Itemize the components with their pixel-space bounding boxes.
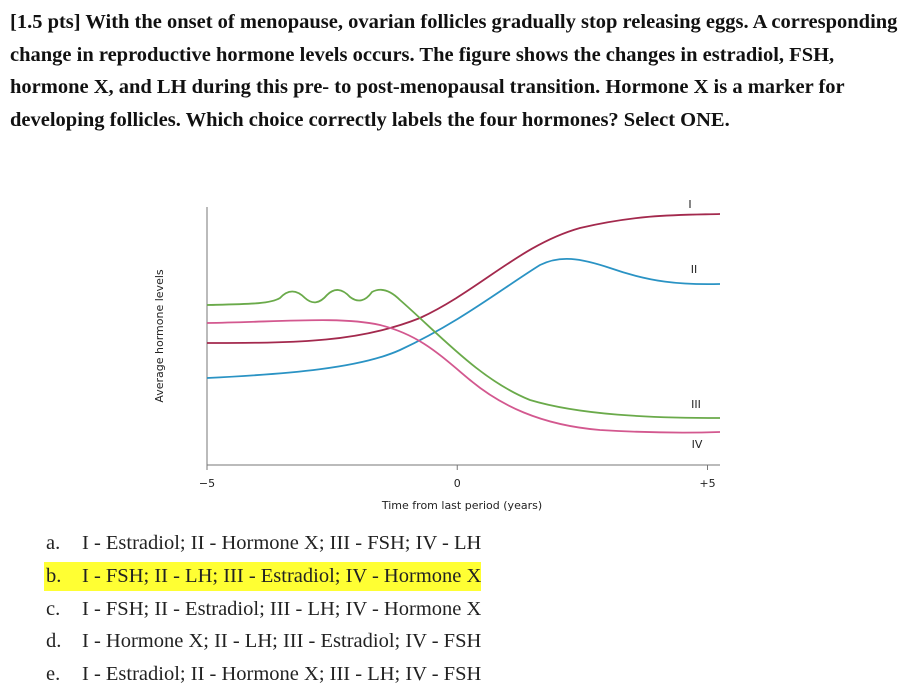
choice-text: I - FSH; II - LH; III - Estradiol; IV - … xyxy=(82,564,482,587)
curve xyxy=(206,288,721,419)
curve-label: III xyxy=(691,398,701,411)
question: [1.5 pts] With the onset of menopause, o… xyxy=(10,11,898,131)
curve-label: II xyxy=(691,263,698,276)
choice-letter: d. xyxy=(46,630,62,653)
choice: b. I - FSH; II - LH; III - Estradiol; IV … xyxy=(44,561,482,591)
choice-letter: b. xyxy=(46,564,62,587)
choice: a. I - Estradiol; II - Hormone X; III - F… xyxy=(44,529,481,558)
choice-letter: c. xyxy=(46,597,61,620)
choice: d. I - Hormone X; II - LH; III - Estradio… xyxy=(44,627,481,656)
curve xyxy=(206,213,721,344)
x-tick-label: 0 xyxy=(454,477,461,490)
x-tick-label: −5 xyxy=(199,477,215,490)
curve-label: I xyxy=(688,198,691,211)
curves xyxy=(206,213,721,434)
curve xyxy=(206,257,721,379)
x-tick-label: +5 xyxy=(699,477,715,490)
choice-text: I - Hormone X; II - LH; III - Estradiol;… xyxy=(82,630,482,653)
y-axis-label: Average hormone levels xyxy=(153,269,166,403)
choice-text: I - Estradiol; II - Hormone X; III - LH;… xyxy=(82,663,482,686)
choice-text: I - Estradiol; II - Hormone X; III - FSH… xyxy=(82,532,482,554)
curve xyxy=(206,319,721,434)
choice: c. I - FSH; II - Estradiol; III - LH; IV … xyxy=(44,595,481,624)
x-axis-label: Time from last period (years) xyxy=(381,499,542,512)
choice-text: I - FSH; II - Estradiol; III - LH; IV - … xyxy=(82,597,482,620)
choice-letter: a. xyxy=(46,532,61,554)
curve-label: IV xyxy=(692,438,703,451)
choice: e. I - Estradiol; II - Hormone X; III - L… xyxy=(44,660,481,689)
choice-letter: e. xyxy=(46,663,61,686)
